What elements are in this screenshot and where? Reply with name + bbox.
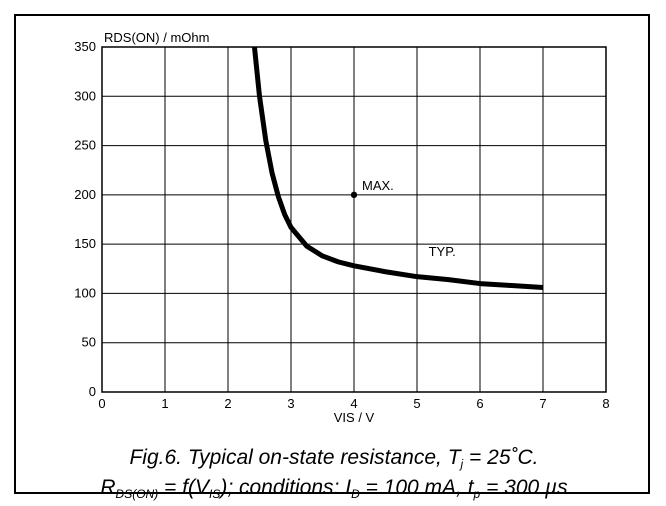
x-tick-label: 6 — [476, 396, 483, 411]
x-tick-label: 7 — [539, 396, 546, 411]
caption-text: = 300 µs — [480, 476, 568, 499]
caption-text: = 25˚C. — [463, 446, 539, 469]
y-tick-label: 150 — [74, 236, 96, 251]
y-axis-label: RDS(ON) / mOhm — [104, 30, 209, 45]
x-axis-label: VIS / V — [334, 410, 375, 425]
y-tick-label: 300 — [74, 88, 96, 103]
caption-text: ); conditions: I — [220, 476, 352, 499]
y-tick-label: 250 — [74, 138, 96, 153]
series-line-typ — [251, 46, 544, 291]
caption-line-2: RDS(ON) = f(VIS); conditions: ID = 100 m… — [16, 476, 652, 506]
plot-area-border — [101, 46, 607, 393]
y-tick-label: 100 — [74, 285, 96, 300]
y-tick-label: 50 — [82, 335, 96, 350]
x-tick-label: 1 — [161, 396, 168, 411]
x-tick-label: 3 — [287, 396, 294, 411]
caption-line-1: Fig.6. Typical on-state resistance, Tj =… — [16, 446, 652, 476]
caption-subscript: D — [351, 487, 360, 501]
x-tick-label: 5 — [413, 396, 420, 411]
point-max — [350, 191, 358, 199]
x-tick-label: 0 — [98, 396, 105, 411]
caption-subscript: j — [460, 457, 464, 471]
figure-caption: Fig.6. Typical on-state resistance, Tj =… — [16, 446, 652, 506]
caption-subscript: p — [473, 487, 481, 501]
series-label-typ: TYP. — [429, 244, 456, 259]
x-tick-label: 4 — [350, 396, 357, 411]
caption-text: = 100 mA, t — [359, 476, 474, 499]
point-label-max: MAX. — [362, 178, 394, 193]
y-tick-label: 0 — [89, 384, 96, 399]
caption-text: R — [100, 476, 116, 499]
x-tick-label: 2 — [224, 396, 231, 411]
chart: 0 1 2 3 4 5 6 7 8 0 50 100 150 200 250 300 350 RDS(ON) / … — [74, 30, 609, 425]
y-tick-label: 350 — [74, 39, 96, 54]
figure-frame: 0 1 2 3 4 5 6 7 8 0 50 100 150 200 250 300 350 RDS(ON) / … — [14, 14, 650, 501]
caption-text: = f(V — [158, 476, 209, 499]
caption-subscript: IS — [208, 487, 221, 501]
y-tick-label: 200 — [74, 187, 96, 202]
caption-text: Fig.6. Typical on-state resistance, T — [129, 446, 461, 469]
caption-subscript: DS(ON) — [115, 487, 159, 501]
x-tick-label: 8 — [602, 396, 609, 411]
